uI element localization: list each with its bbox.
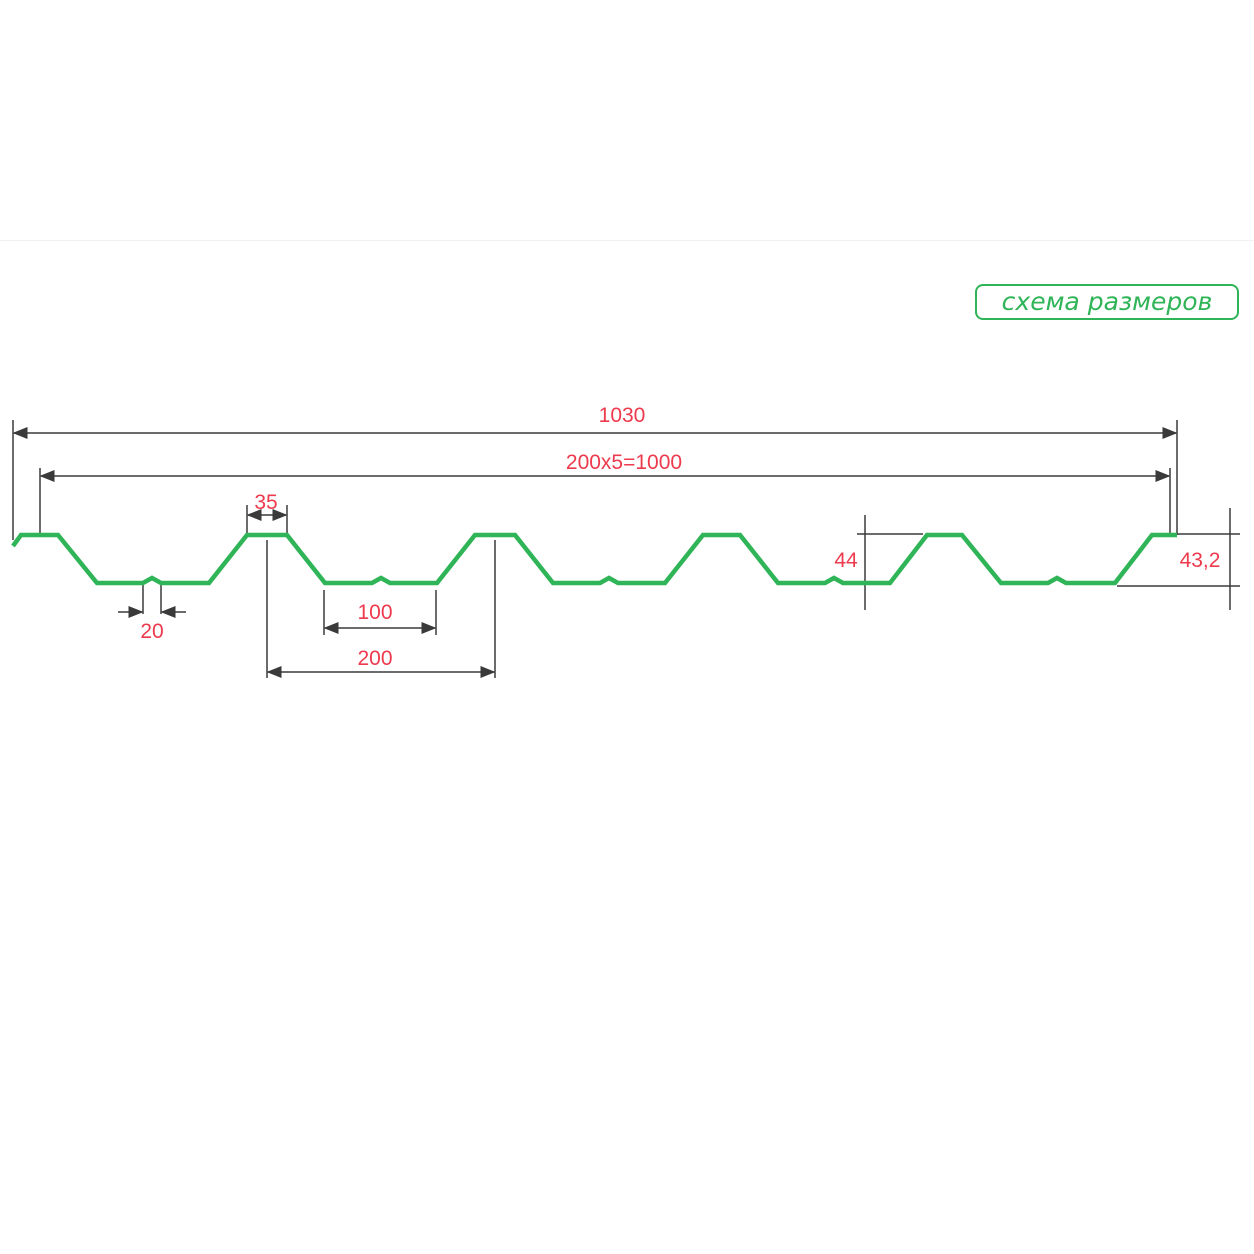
label-35: 35 [254, 491, 277, 514]
label-100: 100 [357, 601, 392, 624]
label-200: 200 [357, 647, 392, 670]
separator-line [0, 240, 1254, 241]
dimension-scheme-badge: схема размеров [975, 284, 1239, 320]
profile-sheet-outline [11, 532, 1177, 586]
label-44: 44 [834, 549, 858, 572]
label-1000: 200x5=1000 [566, 451, 682, 474]
label-20: 20 [140, 620, 163, 643]
label-1030: 1030 [599, 404, 646, 427]
dimension-lines [12, 420, 1240, 678]
label-43-2: 43,2 [1180, 549, 1221, 572]
